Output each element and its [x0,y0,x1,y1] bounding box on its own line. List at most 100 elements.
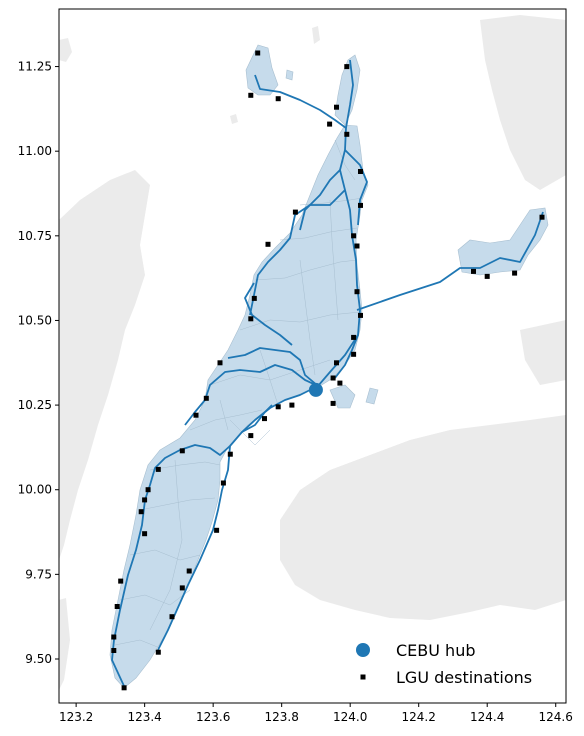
destination-marker [214,527,220,533]
route-line [244,282,293,346]
land-bohol [280,415,566,620]
destination-marker [220,480,226,486]
destination-marker [248,433,254,439]
destination-marker [203,395,209,401]
destination-marker [512,270,518,276]
hub-layer [308,382,323,397]
destination-marker [354,289,360,295]
route-line [249,189,346,316]
province-layer [109,44,549,689]
destination-marker [186,568,192,574]
destination-marker [358,312,363,318]
y-tick-label: 10.50 [18,313,52,327]
destination-marker [142,497,148,503]
x-tick-label: 123.8 [264,710,298,724]
land-negros-north [59,38,72,62]
destination-marker [111,648,117,653]
province-bantayan [245,44,279,96]
destination-marker [292,209,298,215]
route-line [184,364,319,426]
land-small-north [312,26,320,44]
x-tick-label: 124.0 [333,710,367,724]
legend-label: LGU destinations [396,668,532,687]
route-line [157,445,231,651]
legend-label: CEBU hub [396,641,476,660]
destination-marker [145,487,151,493]
route-line [344,149,368,226]
destination-marker [275,96,281,102]
land-small-islet [230,114,238,124]
destination-marker [327,121,333,127]
destination-marker [138,509,144,515]
land-negros [59,170,150,560]
y-tick-label: 11.00 [18,144,52,158]
destination-marker [334,360,339,366]
boundary-layer [114,139,363,649]
y-tick-label: 11.25 [18,60,52,74]
destination-marker [354,243,360,249]
y-tick-label: 9.50 [25,652,52,666]
x-tick-label: 123.2 [59,710,93,724]
destinations-layer [111,50,545,691]
province-olango [329,384,356,409]
axes-frame [58,8,567,704]
province-islet-b [285,69,294,81]
route-layer [111,59,544,687]
route-line [299,169,341,231]
x-axis: 123.2 123.4 123.6 123.8 124.0 124.2 124.4 124.6 [59,703,573,724]
destination-marker [484,273,490,279]
destination-marker [265,241,271,247]
destination-marker [248,92,254,98]
y-tick-label: 10.75 [18,229,52,243]
route-line [227,347,319,387]
destination-marker [344,131,350,137]
land-negros-south [59,598,70,690]
province-islet-a [365,387,379,405]
destination-marker [334,104,339,110]
destination-marker [275,404,281,410]
destination-marker [217,360,223,366]
destination-marker [351,233,357,239]
destination-marker [289,402,295,408]
route-line [241,404,273,433]
destination-marker [358,202,363,208]
x-tick-label: 124.6 [539,710,573,724]
destination-marker [344,64,350,70]
destination-marker [330,375,336,381]
destination-marker [251,295,257,301]
destination-marker [179,585,185,591]
destination-marker [169,614,175,620]
legend: CEBU hub LGU destinations [356,641,532,687]
land-leyte [480,15,566,190]
legend-destination-marker [360,674,366,680]
destination-marker [155,466,161,472]
destination-marker [193,412,199,418]
destination-marker [118,578,124,584]
destination-marker [155,649,161,655]
destination-marker [248,316,254,322]
destination-marker [351,351,357,357]
destination-marker [358,169,363,174]
route-line [356,211,544,311]
y-tick-label: 10.25 [18,398,52,412]
destination-marker [351,334,357,340]
route-line [334,334,359,379]
land-layer [59,15,566,690]
hub-marker [308,382,323,397]
destination-marker [255,50,261,56]
destination-marker [111,634,117,640]
destination-marker [142,531,148,537]
y-axis: 9.50 9.75 10.00 10.25 10.50 10.75 11.00 11.25 [18,60,59,666]
route-line [254,74,347,129]
destination-marker [114,604,120,609]
destination-marker [262,416,267,422]
destination-marker [121,685,127,691]
legend-hub-marker [356,643,370,657]
x-tick-label: 123.6 [196,710,230,724]
destination-marker [227,451,233,457]
y-tick-label: 10.00 [18,483,52,497]
x-tick-label: 124.2 [402,710,436,724]
x-tick-label: 124.4 [470,710,504,724]
destination-marker [337,380,343,386]
